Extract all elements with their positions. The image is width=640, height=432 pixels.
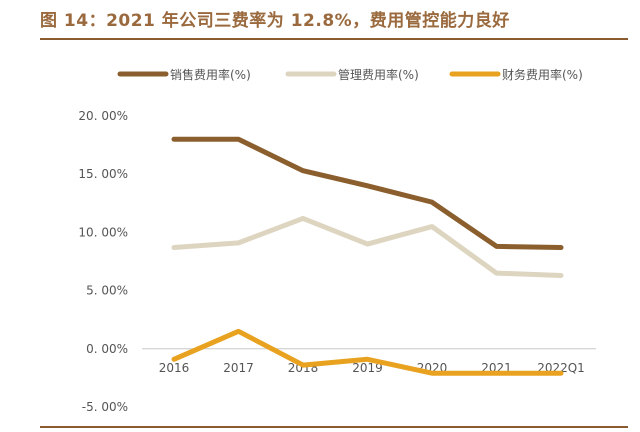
chart-title: 图 14：2021 年公司三费率为 12.8%，费用管控能力良好 (40, 11, 510, 31)
y-tick-label: 5. 00% (86, 284, 128, 298)
x-tick-label: 2016 (159, 361, 190, 375)
series-line-0 (171, 136, 564, 251)
x-tick-label: 2019 (352, 361, 383, 375)
x-tick-label: 2017 (223, 361, 254, 375)
y-tick-label: 20. 00% (78, 109, 128, 123)
legend-label-1: 管理费用率(%) (338, 67, 419, 82)
legend-label-2: 财务费用率(%) (502, 67, 583, 82)
y-tick-label: -5. 00% (82, 400, 128, 414)
y-tick-label: 15. 00% (78, 167, 128, 181)
top-divider (40, 38, 628, 40)
y-tick-label: 0. 00% (86, 342, 128, 356)
y-tick-label: 10. 00% (78, 225, 128, 239)
legend-label-0: 销售费用率(%) (170, 67, 251, 82)
bottom-divider (40, 426, 628, 428)
